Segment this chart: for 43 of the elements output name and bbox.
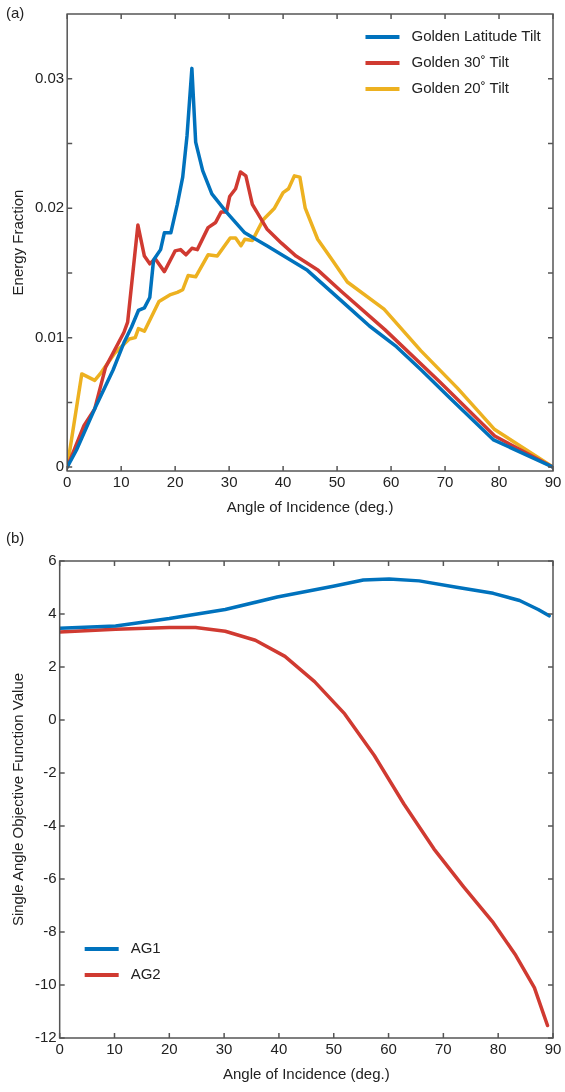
x-axis-title: Angle of Incidence (deg.) xyxy=(222,1065,390,1083)
y-tick-label: -8 xyxy=(43,922,57,940)
y-tick-label: -12 xyxy=(34,1028,57,1046)
x-tick-label: 90 xyxy=(544,1040,562,1058)
y-tick-label: 2 xyxy=(48,657,57,675)
x-tick-label: 50 xyxy=(328,473,346,491)
x-tick-label: 30 xyxy=(215,1040,233,1058)
x-tick-label: 40 xyxy=(274,473,292,491)
x-tick-label: 10 xyxy=(112,473,130,491)
text: (a) xyxy=(6,3,25,21)
y-axis-title: Single Angle Objective Function Value xyxy=(9,672,27,927)
legend-label: Golden 30˚ Tilt xyxy=(411,53,510,71)
x-tick-label: 50 xyxy=(325,1040,343,1058)
y-tick-label: 0.01 xyxy=(34,327,65,345)
y-tick-label: 0 xyxy=(55,457,65,475)
x-tick-label: 30 xyxy=(220,473,238,491)
y-tick-label: -2 xyxy=(43,763,57,781)
legend-label: AG2 xyxy=(130,965,161,983)
x-tick-label: 70 xyxy=(435,1040,452,1058)
x-tick-label: 90 xyxy=(544,473,562,491)
text: (b) xyxy=(6,528,25,546)
x-tick-label: 10 xyxy=(106,1040,123,1058)
y-tick-label: 4 xyxy=(48,604,57,622)
y-tick-label: 6 xyxy=(48,551,57,569)
y-axis-title: Energy Fraction xyxy=(9,189,27,296)
x-tick-label: 70 xyxy=(436,473,454,491)
x-tick-label: 20 xyxy=(166,473,184,491)
y-tick-label: -4 xyxy=(43,816,57,834)
y-tick-label: 0 xyxy=(48,710,57,728)
y-tick-label: 0.02 xyxy=(34,198,65,216)
legend-label: AG1 xyxy=(130,939,161,957)
x-tick-label: 80 xyxy=(489,1040,507,1058)
x-tick-label: 60 xyxy=(380,1040,397,1058)
legend-label: Golden Latitude Tilt xyxy=(411,27,542,45)
legend-label: Golden 20˚ Tilt xyxy=(411,79,510,97)
x-tick-label: 40 xyxy=(270,1040,288,1058)
x-tick-label: 60 xyxy=(382,473,400,491)
x-tick-label: 80 xyxy=(490,473,508,491)
y-tick-label: -10 xyxy=(34,975,57,993)
x-tick-label: 20 xyxy=(160,1040,178,1058)
y-tick-label: 0.03 xyxy=(34,68,65,86)
y-tick-label: -6 xyxy=(43,869,57,887)
x-axis-title: Angle of Incidence (deg.) xyxy=(226,498,394,516)
